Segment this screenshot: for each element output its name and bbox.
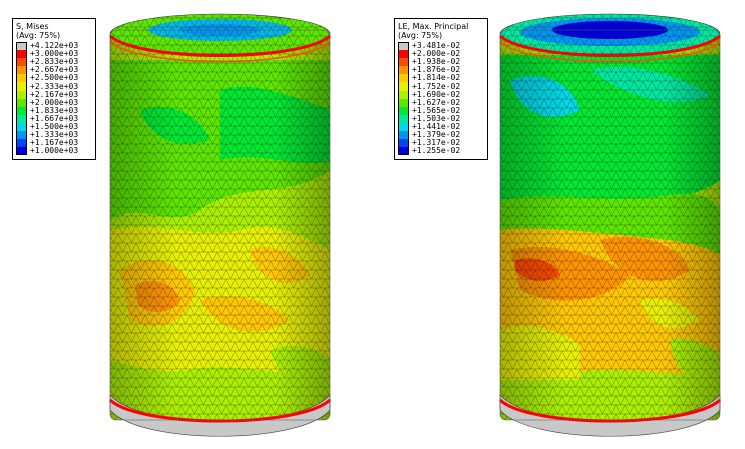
legend-subtitle: (Avg: 75%) [398, 31, 443, 40]
legend-value: +1.938e-02 [412, 57, 461, 67]
legend-value: +1.255e-02 [412, 146, 461, 156]
legend-value: +1.503e-02 [412, 113, 461, 123]
legend-entry: +1.627e-02 [398, 97, 484, 107]
legend-swatch [16, 98, 27, 107]
legend-swatch [16, 42, 27, 51]
legend-value: +1.333e+03 [30, 130, 79, 140]
legend-entry: +1.317e-02 [398, 138, 484, 148]
legend-value: +1.317e-02 [412, 138, 461, 148]
legend-swatch [398, 114, 409, 123]
legend-entry: +1.000e+03 [16, 146, 92, 156]
legend-title: LE, Max. Principal [398, 22, 469, 31]
legend-value: +2.000e+03 [30, 97, 79, 107]
legend-entry: +2.167e+03 [16, 89, 92, 99]
legend-swatch [398, 139, 409, 148]
legend-swatch [16, 131, 27, 140]
legend-value: +2.500e+03 [30, 73, 79, 83]
legend-swatch [16, 122, 27, 132]
legend-swatch [398, 82, 409, 91]
legend-entry: +1.379e-02 [398, 130, 484, 140]
strain-legend: LE, Max. Principal (Avg: 75%) +3.481e-02… [394, 18, 488, 161]
legend-value: +1.667e+03 [30, 113, 79, 123]
legend-swatch [398, 74, 409, 83]
legend-swatch [398, 122, 409, 132]
legend-swatch [398, 147, 409, 156]
legend-entry: +1.255e-02 [398, 146, 484, 156]
legend-swatch [398, 50, 409, 59]
legend-value: +1.500e+03 [30, 121, 79, 131]
legend-entry: +1.938e-02 [398, 57, 484, 67]
legend-value: +4.122e+03 [30, 41, 79, 51]
legend-title: S, Mises [16, 22, 49, 31]
legend-swatch [398, 66, 409, 75]
legend-swatch [16, 106, 27, 115]
legend-value: +2.167e+03 [30, 89, 79, 99]
legend-rows: +3.481e-02 +2.000e-02 +1.938e-02 +1.876e-02… [398, 41, 484, 156]
legend-swatch [398, 98, 409, 107]
legend-entry: +2.667e+03 [16, 65, 92, 75]
legend-swatch [16, 58, 27, 67]
legend-entry: +2.000e+03 [16, 97, 92, 107]
legend-value: +1.833e+03 [30, 105, 79, 115]
legend-entry: +1.500e+03 [16, 121, 92, 132]
legend-entry: +2.833e+03 [16, 57, 92, 67]
legend-entry: +1.167e+03 [16, 138, 92, 148]
legend-entry: +1.690e-02 [398, 89, 484, 99]
legend-swatch [16, 50, 27, 59]
legend-value: +1.379e-02 [412, 130, 461, 140]
legend-entry: +1.876e-02 [398, 65, 484, 75]
legend-value: +1.000e+03 [30, 146, 79, 156]
legend-swatch [16, 74, 27, 83]
legend-value: +1.627e-02 [412, 97, 461, 107]
legend-entry: +1.503e-02 [398, 113, 484, 123]
stress-legend: S, Mises (Avg: 75%) +4.122e+03 +3.000e+03… [12, 18, 96, 161]
legend-swatch [398, 106, 409, 115]
legend-swatch [398, 131, 409, 140]
legend-swatch [16, 90, 27, 99]
legend-entry: +1.814e-02 [398, 73, 484, 83]
legend-rows: +4.122e+03 +3.000e+03 +2.833e+03 +2.667e+03… [16, 41, 92, 156]
legend-entry: +2.500e+03 [16, 73, 92, 83]
legend-entry: +1.667e+03 [16, 113, 92, 123]
legend-value: +1.876e-02 [412, 65, 461, 75]
legend-value: +1.690e-02 [412, 89, 461, 99]
legend-value: +1.814e-02 [412, 73, 461, 83]
legend-value: +3.481e-02 [412, 41, 461, 51]
legend-swatch [16, 147, 27, 156]
legend-entry: +1.752e-02 [398, 81, 484, 91]
legend-entry: +3.000e+03 [16, 49, 92, 59]
legend-value: +3.000e+03 [30, 49, 79, 59]
legend-value: +2.333e+03 [30, 81, 79, 91]
legend-entry: +4.122e+03 [16, 41, 92, 51]
legend-swatch [16, 139, 27, 148]
stress-contour-cylinder [108, 13, 332, 437]
legend-entry: +1.441e-02 [398, 121, 484, 132]
legend-entry: +2.333e+03 [16, 81, 92, 91]
legend-swatch [16, 114, 27, 123]
legend-swatch [398, 42, 409, 51]
legend-value: +1.752e-02 [412, 81, 461, 91]
legend-swatch [398, 90, 409, 99]
legend-swatch [16, 66, 27, 75]
legend-entry: +1.565e-02 [398, 105, 484, 115]
legend-value: +2.833e+03 [30, 57, 79, 67]
legend-swatch [398, 58, 409, 67]
legend-entry: +1.833e+03 [16, 105, 92, 115]
strain-contour-cylinder [498, 13, 722, 437]
legend-swatch [16, 82, 27, 91]
legend-entry: +1.333e+03 [16, 130, 92, 140]
legend-entry: +3.481e-02 [398, 41, 484, 51]
legend-value: +1.565e-02 [412, 105, 461, 115]
legend-entry: +2.000e-02 [398, 49, 484, 59]
legend-value: +1.167e+03 [30, 138, 79, 148]
legend-value: +2.667e+03 [30, 65, 79, 75]
legend-subtitle: (Avg: 75%) [16, 31, 61, 40]
legend-value: +1.441e-02 [412, 121, 461, 131]
legend-value: +2.000e-02 [412, 49, 461, 59]
